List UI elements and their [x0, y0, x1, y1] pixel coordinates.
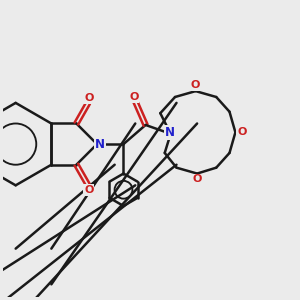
Text: O: O [84, 94, 93, 103]
Text: N: N [165, 126, 175, 139]
Text: N: N [95, 138, 105, 151]
Text: O: O [192, 174, 202, 184]
Text: O: O [237, 127, 247, 137]
Text: O: O [129, 92, 139, 102]
Text: O: O [191, 80, 200, 90]
Text: O: O [84, 185, 93, 195]
